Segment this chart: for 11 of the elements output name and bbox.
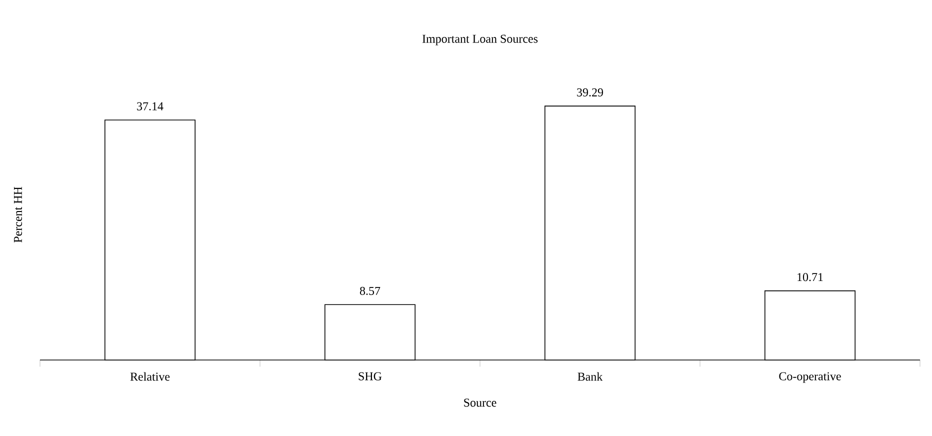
- x-tick-label: Bank: [578, 372, 603, 381]
- data-label: 10.71: [798, 273, 823, 282]
- x-tick-label: SHG: [358, 372, 382, 380]
- data-label: 8.57: [360, 286, 380, 296]
- x-tick-label: Relative: [130, 372, 170, 381]
- data-label: 37.14: [137, 102, 164, 110]
- chart-title: Important Loan Sources: [422, 34, 538, 46]
- y-axis-title: Percent HH: [14, 186, 22, 242]
- data-label: 39.29: [577, 88, 604, 96]
- x-tick-label: Co-operative: [779, 372, 841, 383]
- x-axis-title: Source: [464, 398, 496, 407]
